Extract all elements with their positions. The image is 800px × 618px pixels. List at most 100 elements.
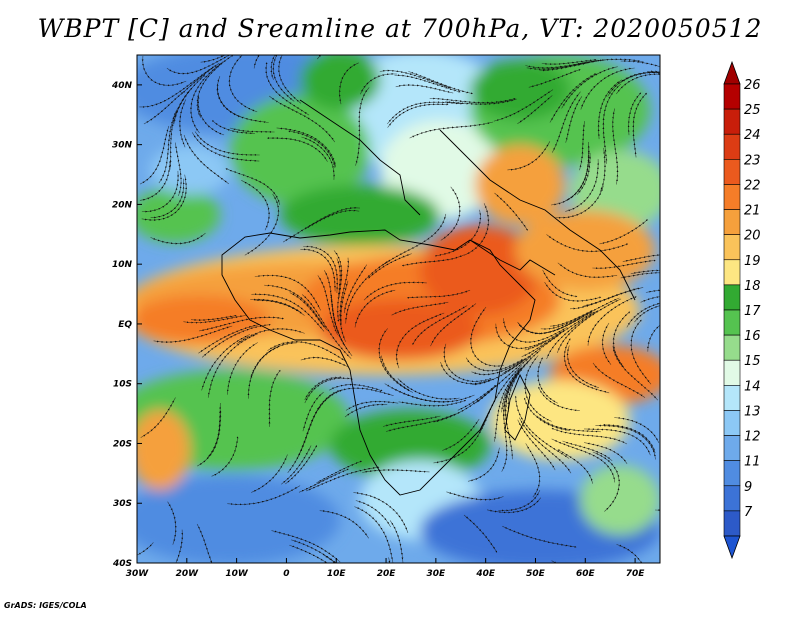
lon-tick-label: 10E [327,569,347,579]
colorbar-swatch [723,460,741,487]
lon-tick-label: 30E [427,569,447,579]
streamline [141,170,180,213]
streamline [289,292,325,328]
streamline [268,369,281,427]
colorbar-label: 16 [744,329,761,344]
wbpt-field [137,55,660,563]
streamline [620,271,660,281]
colorbar-swatch [723,510,741,537]
streamline [190,314,237,322]
streamline [546,234,629,253]
colorbar-label: 12 [744,430,761,445]
lat-tick-label: 20N [112,200,133,210]
streamline [360,72,398,95]
streamline [463,514,498,553]
streamline [478,365,523,434]
streamline [616,544,660,563]
colorbar-swatch [723,259,741,286]
streamline [408,71,473,95]
streamline [640,295,660,304]
lat-tick-label: 30S [113,499,132,509]
lat-tick-label: 20S [113,439,132,449]
streamline [207,333,259,398]
streamline [281,445,312,485]
streamline [140,397,176,438]
streamline [555,185,604,219]
colorbar-swatch [723,435,741,461]
streamline [229,127,275,133]
streamline [626,300,660,328]
streamline [197,96,225,136]
colorbar-label: 15 [744,354,761,369]
colorbar-label: 20 [744,229,761,244]
streamline [627,92,642,136]
lon-tick-label: 30W [126,569,150,579]
streamline [344,403,388,418]
streamline [620,60,660,84]
colorbar-label: 13 [744,404,761,419]
colorbar-label: 26 [744,78,761,93]
streamline [494,192,528,231]
lat-tick-label: 10N [112,260,133,270]
streamline [528,69,581,88]
colorbar: 26 25 24 23 22 21 20 19 18 17 16 15 14 13 12 11 9 7 [723,60,761,560]
streamline [355,87,370,166]
streamline [289,544,353,563]
streamline [316,460,362,484]
colorbar-label: 24 [744,128,761,143]
streamline [227,485,301,506]
streamline [150,232,206,245]
streamline [225,168,281,205]
colorbar-label: 14 [744,379,761,394]
streamline [550,148,590,206]
streamline [244,193,280,256]
colorbar-swatch [723,359,741,386]
colorbar-label: 11 [744,455,761,470]
streamline [300,356,349,368]
map-frame [136,54,661,564]
lon-tick-label: 60E [576,569,596,579]
lon-tick-label: 40E [475,569,496,579]
streamline [180,62,220,95]
streamline [518,311,593,335]
streamline [502,525,577,548]
latitude-axis: 40N 30N 20N 10N EQ 10S 20S 30S 40S [111,81,142,569]
streamline [440,186,461,241]
streamline [304,376,342,401]
streamline [406,289,471,299]
streamline [442,418,480,451]
longitude-axis: 30W 20W 10W 0 10E 20E 30E 40E 50E 60E 70E [126,558,645,579]
streamline [536,415,601,433]
streamline [401,254,465,267]
streamline [446,491,504,501]
lat-tick-label: 10S [113,380,132,390]
streamline [630,319,652,385]
colorbar-label: 9 [744,480,752,495]
colorbar-bottom-arrow [723,535,741,560]
streamline [507,141,551,171]
streamline [551,438,616,483]
streamline [597,79,623,140]
colorbar-label: 19 [744,254,761,269]
colorbar-swatch [723,284,741,311]
streamline [464,203,490,256]
streamline [498,489,541,512]
streamline [645,289,660,314]
colorbar-label: 18 [744,279,761,294]
streamline [395,312,445,369]
streamline [616,73,660,95]
streamline [388,557,425,563]
streamline [557,262,618,279]
lon-tick-label: 20W [176,569,200,579]
coastlines [221,99,636,496]
lat-tick-label: 30N [112,141,133,151]
streamline [253,299,305,316]
streamline [343,264,368,314]
streamline [622,253,660,262]
streamline [517,419,556,471]
map-title: WBPT [C] and Sreamline at 700hPa, VT: 20… [37,14,763,43]
streamline [304,209,360,230]
colorbar-swatch [723,334,741,361]
colorbar-swatch [723,385,741,411]
